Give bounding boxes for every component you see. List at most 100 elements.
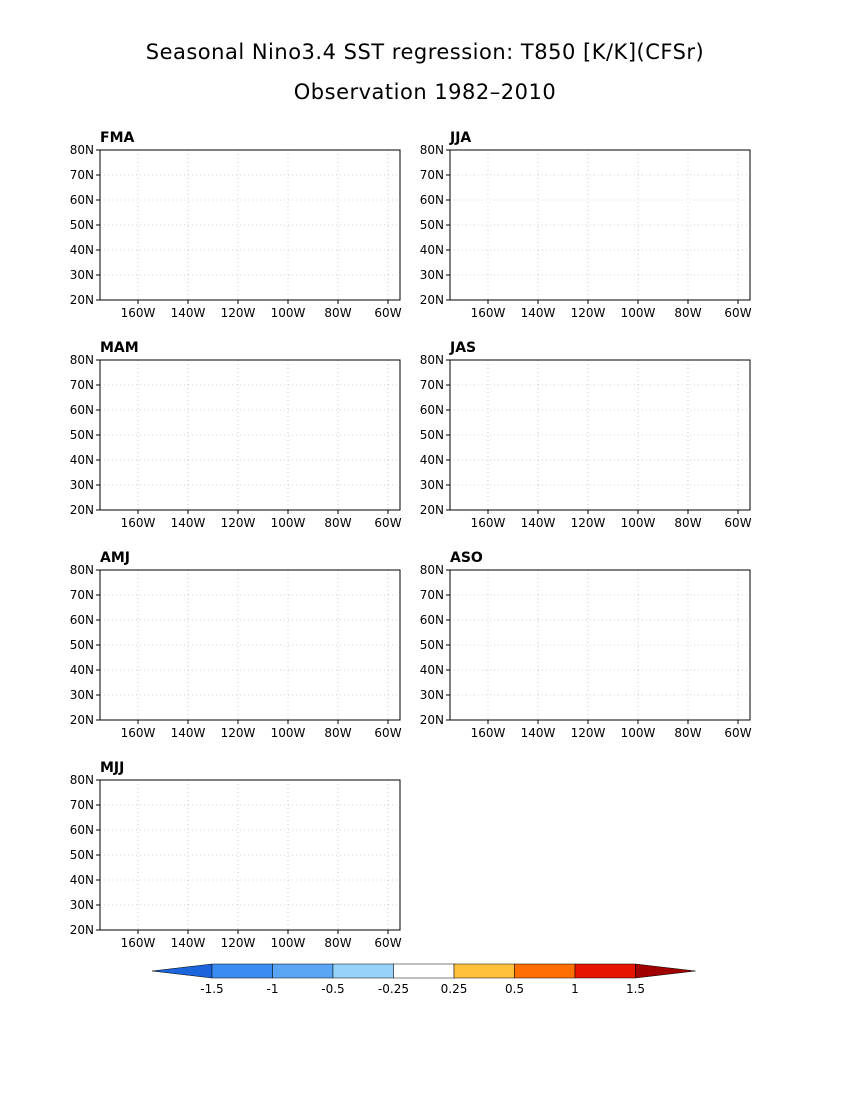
lat-tick-label: 30N [420,688,444,702]
lon-tick-label: 160W [121,936,156,950]
colorbar-label: 1 [571,982,579,996]
lon-tick-label: 140W [521,516,556,530]
lat-tick-label: 30N [420,478,444,492]
map-panel-fma: FMA 80N 70N 60N 50N 40N 30N 20N 160W 140W 120W 100W… [70,130,402,320]
lat-tick-label: 80N [70,563,94,577]
lon-tick-label: 120W [221,726,256,740]
colorbar-label: 1.5 [626,982,645,996]
lon-tick-label: 140W [521,726,556,740]
panel-label: AMJ [100,550,130,566]
lat-tick-label: 60N [420,613,444,627]
lon-tick-label: 160W [121,516,156,530]
lon-tick-label: 80W [324,306,351,320]
lat-tick-label: 60N [70,403,94,417]
colorbar-label: -0.25 [378,982,409,996]
panel-label: FMA [100,130,134,146]
lat-tick-label: 20N [70,713,94,727]
panel-label: MAM [100,340,139,356]
lat-tick-label: 20N [420,293,444,307]
lat-tick-label: 50N [420,638,444,652]
lon-tick-label: 80W [674,516,701,530]
lat-tick-label: 70N [70,378,94,392]
lat-tick-label: 80N [70,353,94,367]
map-panel-jas: JAS 80N 70N 60N 50N 40N 30N 20N 160W 140W 120W 100W… [420,340,752,530]
lon-tick-label: 100W [271,726,306,740]
figure-title: Seasonal Nino3.4 SST regression: T850 [K… [145,40,705,64]
colorbar-segment [453,963,515,979]
lon-tick-label: 100W [271,936,306,950]
lon-tick-label: 60W [374,516,401,530]
lon-tick-label: 60W [374,936,401,950]
colorbar-label: 0.5 [505,982,524,996]
colorbar-high-arrow [635,963,696,979]
lat-tick-label: 30N [70,478,94,492]
map-panel-mjj: MJJ 80N 70N 60N 50N 40N 30N 20N 160W 140W 120W 100W… [70,760,402,950]
lat-tick-label: 20N [420,503,444,517]
lon-tick-label: 120W [571,726,606,740]
lon-tick-label: 160W [471,516,506,530]
lon-tick-label: 140W [171,306,206,320]
figure-subtitle: Observation 1982–2010 [293,80,557,104]
colorbar-segment [272,963,334,979]
lat-tick-label: 70N [70,588,94,602]
lon-tick-label: 100W [271,516,306,530]
lat-tick-label: 20N [420,713,444,727]
map-panel-amj: AMJ 80N 70N 60N 50N 40N 30N 20N 160W 140W 120W 100W… [70,550,402,740]
panel-label: JJA [449,130,471,146]
colorbar-segment [514,963,576,979]
lat-tick-label: 30N [420,268,444,282]
lon-tick-label: 100W [271,306,306,320]
lat-tick-label: 40N [420,453,444,467]
colorbar-label: -1.5 [200,982,223,996]
lon-tick-label: 160W [471,726,506,740]
colorbar-label: -1 [267,982,279,996]
colorbar-segment [211,963,273,979]
lon-tick-label: 160W [121,726,156,740]
lon-tick-label: 120W [221,306,256,320]
lat-tick-label: 50N [70,428,94,442]
lat-tick-label: 70N [70,168,94,182]
lat-tick-label: 30N [70,898,94,912]
lon-tick-label: 100W [621,516,656,530]
colorbar-segment [393,963,455,979]
lon-tick-label: 140W [171,936,206,950]
lat-tick-label: 80N [420,353,444,367]
lat-tick-label: 50N [70,848,94,862]
lon-tick-label: 140W [521,306,556,320]
lat-tick-label: 70N [420,588,444,602]
lon-tick-label: 120W [221,936,256,950]
map-panel-jja: JJA 80N 70N 60N 50N 40N 30N 20N 160W 140W 120W 100W… [420,130,752,320]
lat-tick-label: 40N [70,873,94,887]
panel-label: JAS [449,340,476,356]
lat-tick-label: 20N [70,923,94,937]
colorbar-segment [332,963,394,979]
lon-tick-label: 160W [471,306,506,320]
lat-tick-label: 40N [70,453,94,467]
lat-tick-label: 40N [70,243,94,257]
lon-tick-label: 60W [724,306,751,320]
panel-label: MJJ [100,760,124,776]
panel-background [450,360,750,510]
lat-tick-label: 40N [420,243,444,257]
panel-label: ASO [450,550,483,566]
lat-tick-label: 60N [70,193,94,207]
colorbar-label: -0.5 [321,982,344,996]
lon-tick-label: 100W [621,726,656,740]
colorbar-segment [574,963,636,979]
lat-tick-label: 60N [70,823,94,837]
panel-background [100,360,400,510]
lat-tick-label: 50N [70,218,94,232]
lon-tick-label: 60W [724,516,751,530]
lon-tick-label: 120W [571,306,606,320]
lat-tick-label: 70N [420,168,444,182]
lat-tick-label: 40N [420,663,444,677]
lat-tick-label: 60N [420,193,444,207]
lon-tick-label: 140W [171,726,206,740]
lat-tick-label: 30N [70,688,94,702]
lat-tick-label: 30N [70,268,94,282]
panel-background [100,570,400,720]
lat-tick-label: 70N [70,798,94,812]
lat-tick-label: 80N [70,773,94,787]
lat-tick-label: 50N [420,218,444,232]
